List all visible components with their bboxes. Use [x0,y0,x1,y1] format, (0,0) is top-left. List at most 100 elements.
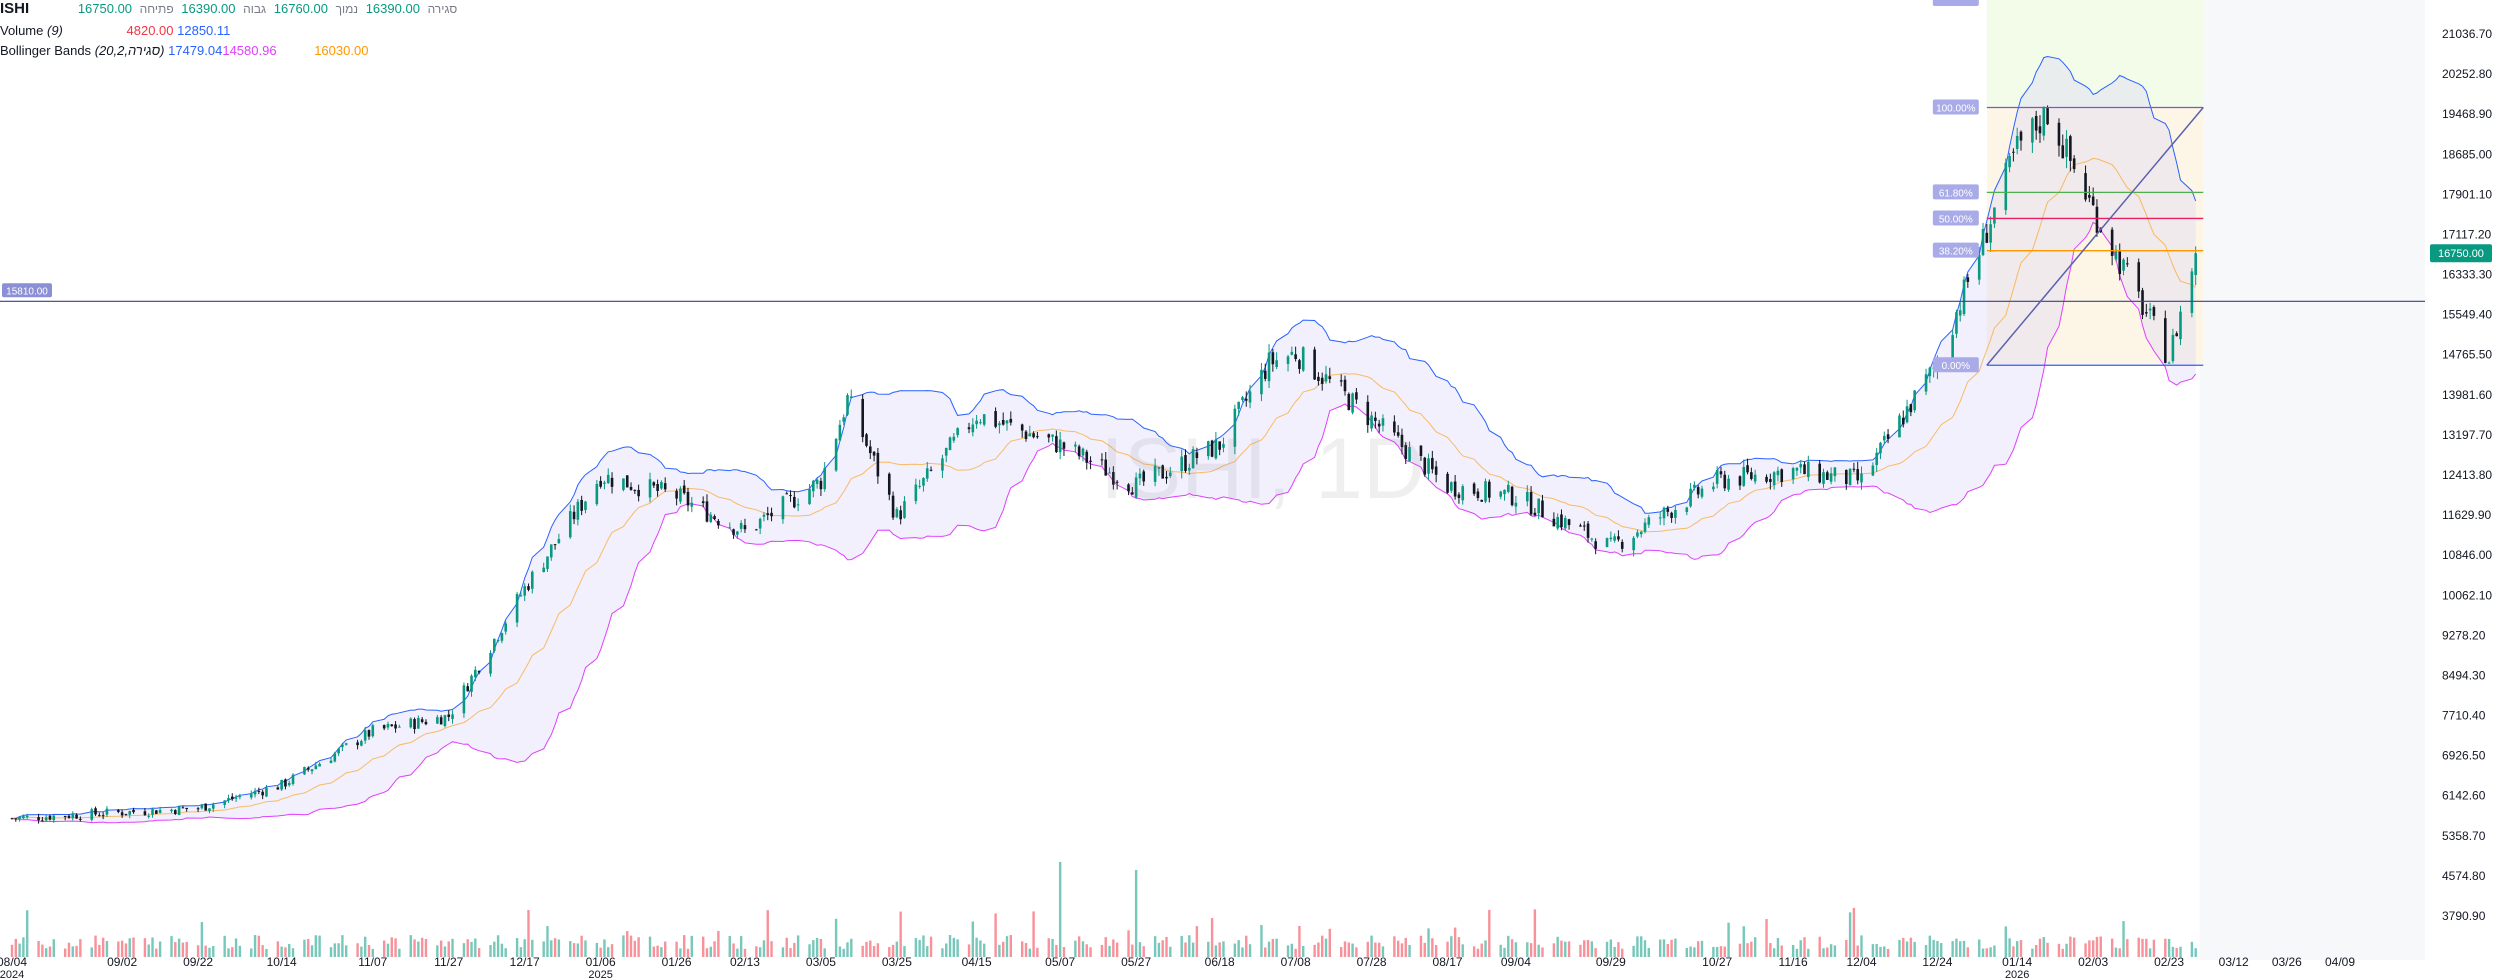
candle-body [1020,424,1024,431]
volume-bar [865,941,868,957]
candle-body [918,485,921,487]
candle-body [849,396,853,398]
candle-body [868,446,872,454]
volume-bar [1396,940,1400,957]
volume-bar [329,947,333,957]
volume-bar [1313,944,1316,957]
candle-body [1313,349,1316,380]
candle-body [1244,398,1248,401]
candle-body [1533,512,1537,516]
volume-bar [1051,938,1054,957]
volume-bar [143,938,147,957]
volume-bar [1457,937,1461,957]
volume-bar [1962,940,1966,957]
volume-bar [1898,939,1901,957]
bb-lower-line [11,221,2197,824]
candle-body [1222,444,1225,448]
volume-bar [569,941,572,957]
symbol-name[interactable]: ISHI [0,0,30,17]
candle-body [174,810,177,814]
volume-bar [2175,948,2178,957]
candle-body [736,531,739,535]
price-tick-label: 14765.50 [2442,348,2492,362]
volume-bar [420,937,424,957]
volume-bar [626,931,629,957]
volume-bar [2190,941,2194,957]
candle-body [2137,262,2141,292]
candle-body [1138,473,1142,479]
candle-body [975,420,978,425]
open-label: פתיחה [139,2,174,16]
volume-bar [1765,919,1768,957]
candle-body [1552,518,1556,527]
candle-body [1036,436,1039,438]
candle-body [117,810,120,812]
candle-body [1750,472,1753,479]
volume-bar [1780,945,1783,957]
candle-body [1826,472,1829,480]
candle-body [1738,476,1742,486]
candle-body [1909,404,1913,413]
volume-bar [1579,944,1582,957]
candle-body [785,493,789,495]
candle-body [147,815,151,817]
volume-bar [1510,939,1514,957]
candle-body [1886,434,1890,439]
price-tick-label: 13197.70 [2442,428,2492,442]
fib-level-label: 38.20% [1939,247,1973,258]
date-tick-label: 05/27 [1121,955,1151,969]
volume-bar [660,947,663,957]
price-tick-label: 17901.10 [2442,187,2492,201]
candle-body [360,741,363,746]
candle-body [1153,465,1157,482]
candle-body [2031,118,2034,143]
volume-bar [371,948,374,957]
candle-body [1446,473,1449,493]
date-tick-label: 07/28 [1357,955,1387,969]
volume-bar [1138,942,1142,957]
volume-bar [785,937,788,957]
volume-bar [1666,944,1670,957]
candle-body [925,468,929,479]
volume-bar [71,946,74,957]
volume-bar [1081,941,1085,957]
candle-body [52,815,56,821]
candle-body [208,808,211,812]
candle-body [462,685,466,714]
volume-bar [1222,941,1225,957]
volume-bar [2095,936,2099,957]
volume-bar [18,943,21,957]
volume-bar [2042,937,2045,957]
candle-body [204,803,207,811]
candle-body [37,817,40,821]
price-tick-label: 21036.70 [2442,27,2492,41]
candle-body [717,520,720,526]
volume-bar [1955,938,1958,957]
candle-body [249,794,253,798]
legend-volume-row[interactable]: Volume (9) 4820.00 12850.11 [0,23,230,38]
volume-bar [1621,948,1624,957]
candle-body [1271,352,1275,365]
candle-body [1662,507,1666,519]
volume-bar [682,935,686,957]
volume-bar [2057,943,2061,957]
candle-body [44,817,48,821]
price-tick-label: 17117.20 [2442,227,2491,241]
volume-bar [1020,941,1024,957]
candle-body [1275,360,1278,367]
legend-bb-row[interactable]: Bollinger Bands (20,2,סגירה) 16030.00 17… [0,43,368,58]
volume-bar [1408,944,1411,957]
volume-bar [147,944,150,957]
volume-bar [1985,948,1989,957]
volume-bar [1351,943,1354,957]
candle-body [679,488,682,502]
volume-bar [929,936,933,957]
candle-body [914,484,918,502]
candle-body [2072,158,2076,170]
volume-bar [1404,937,1407,957]
price-tick-label: 16333.30 [2442,268,2492,282]
candle-body [1260,369,1263,395]
candle-body [1955,312,1958,334]
volume-bar [1434,945,1438,957]
